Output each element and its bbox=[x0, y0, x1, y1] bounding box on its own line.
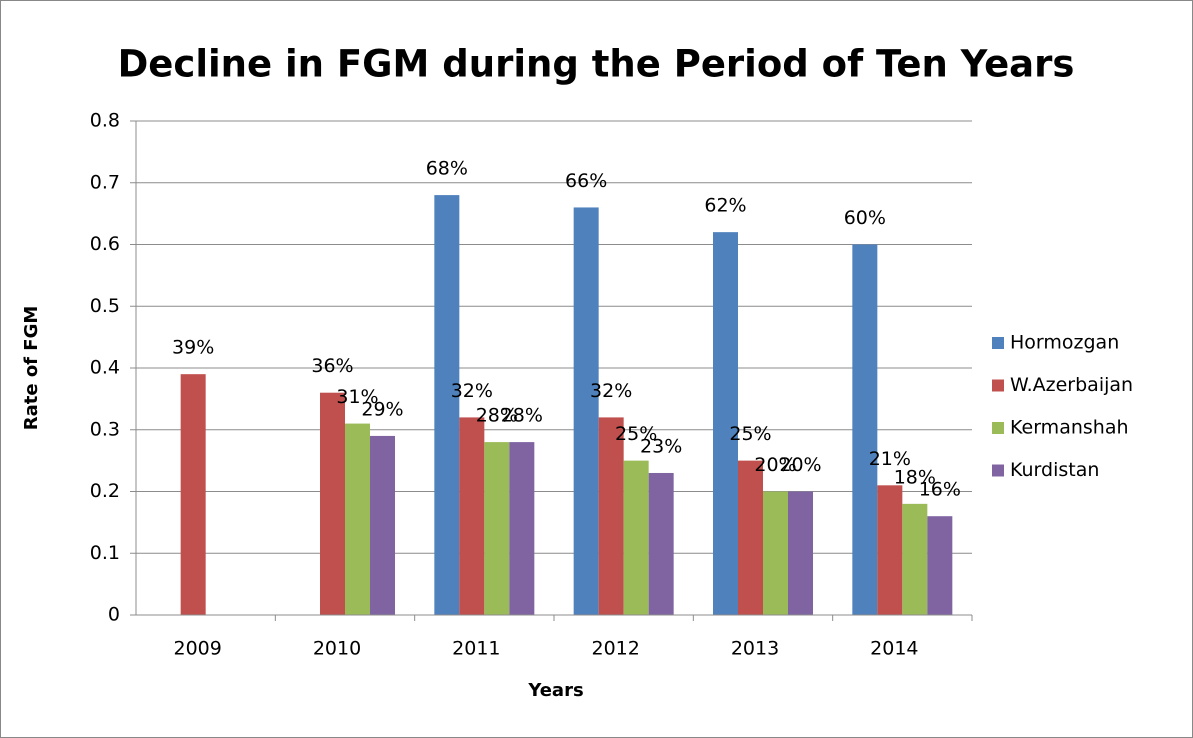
x-tick-label: 2009 bbox=[173, 638, 221, 660]
data-label: 29% bbox=[361, 398, 403, 420]
data-label: 25% bbox=[615, 423, 657, 445]
bar bbox=[509, 442, 535, 615]
legend-swatch bbox=[992, 422, 1004, 434]
y-axis-title: Rate of FGM bbox=[21, 306, 42, 431]
bar bbox=[370, 435, 395, 615]
x-tick-label: 2011 bbox=[452, 638, 500, 660]
data-label: 23% bbox=[640, 435, 682, 457]
y-tick-label: 0.6 bbox=[90, 233, 120, 255]
bar bbox=[434, 195, 460, 615]
data-label: 60% bbox=[844, 207, 886, 229]
y-tick-label: 0.2 bbox=[90, 480, 120, 502]
legend-swatch bbox=[992, 464, 1004, 477]
data-label: 32% bbox=[451, 380, 493, 402]
data-label: 36% bbox=[311, 355, 353, 377]
bar bbox=[484, 442, 510, 615]
bar bbox=[927, 516, 953, 615]
legend-label: Kurdistan bbox=[1010, 459, 1099, 481]
bar bbox=[180, 374, 206, 615]
x-tick-label: 2014 bbox=[870, 638, 918, 660]
bar bbox=[459, 417, 485, 615]
legend-swatch bbox=[992, 337, 1004, 349]
y-tick-label: 0.4 bbox=[90, 357, 120, 379]
y-tick-label: 0.3 bbox=[90, 418, 120, 440]
bar bbox=[738, 460, 763, 615]
y-tick-label: 0.1 bbox=[90, 542, 120, 564]
data-label: 18% bbox=[894, 466, 936, 488]
data-label: 66% bbox=[565, 170, 607, 192]
data-label: 28% bbox=[501, 405, 543, 427]
y-tick-label: 0.5 bbox=[90, 295, 120, 317]
data-label: 32% bbox=[590, 380, 632, 402]
bar bbox=[598, 417, 624, 615]
legend-label: Hormozgan bbox=[1010, 332, 1119, 354]
x-tick-label: 2010 bbox=[313, 638, 361, 660]
y-tick-label: 0.8 bbox=[90, 110, 120, 132]
bar bbox=[852, 244, 878, 615]
x-axis-title: Years bbox=[527, 680, 583, 701]
data-label: 31% bbox=[336, 386, 378, 408]
bar bbox=[623, 460, 649, 615]
data-label: 21% bbox=[869, 448, 911, 470]
legend-label: W.Azerbaijan bbox=[1010, 374, 1133, 396]
data-label: 20% bbox=[754, 454, 796, 476]
legend-label: Kermanshah bbox=[1010, 417, 1129, 439]
x-tick-label: 2012 bbox=[591, 638, 639, 660]
data-label: 68% bbox=[426, 158, 468, 180]
data-label: 20% bbox=[779, 454, 821, 476]
data-label: 62% bbox=[704, 195, 746, 217]
legend-swatch bbox=[992, 379, 1004, 392]
data-label: 25% bbox=[729, 423, 771, 445]
y-tick-label: 0.7 bbox=[90, 171, 120, 193]
y-tick-label: 0 bbox=[108, 604, 120, 626]
bar bbox=[713, 232, 738, 615]
bar bbox=[320, 392, 345, 615]
x-tick-label: 2013 bbox=[731, 638, 779, 660]
bar bbox=[902, 503, 928, 615]
data-label: 28% bbox=[476, 405, 518, 427]
data-label: 39% bbox=[172, 337, 214, 359]
bar bbox=[788, 491, 813, 615]
bar bbox=[573, 207, 599, 615]
data-label: 16% bbox=[919, 479, 961, 501]
bar bbox=[345, 423, 370, 615]
bar bbox=[648, 472, 674, 615]
bar bbox=[763, 491, 788, 615]
chart-title: Decline in FGM during the Period of Ten … bbox=[118, 43, 1075, 86]
bar bbox=[877, 485, 903, 615]
